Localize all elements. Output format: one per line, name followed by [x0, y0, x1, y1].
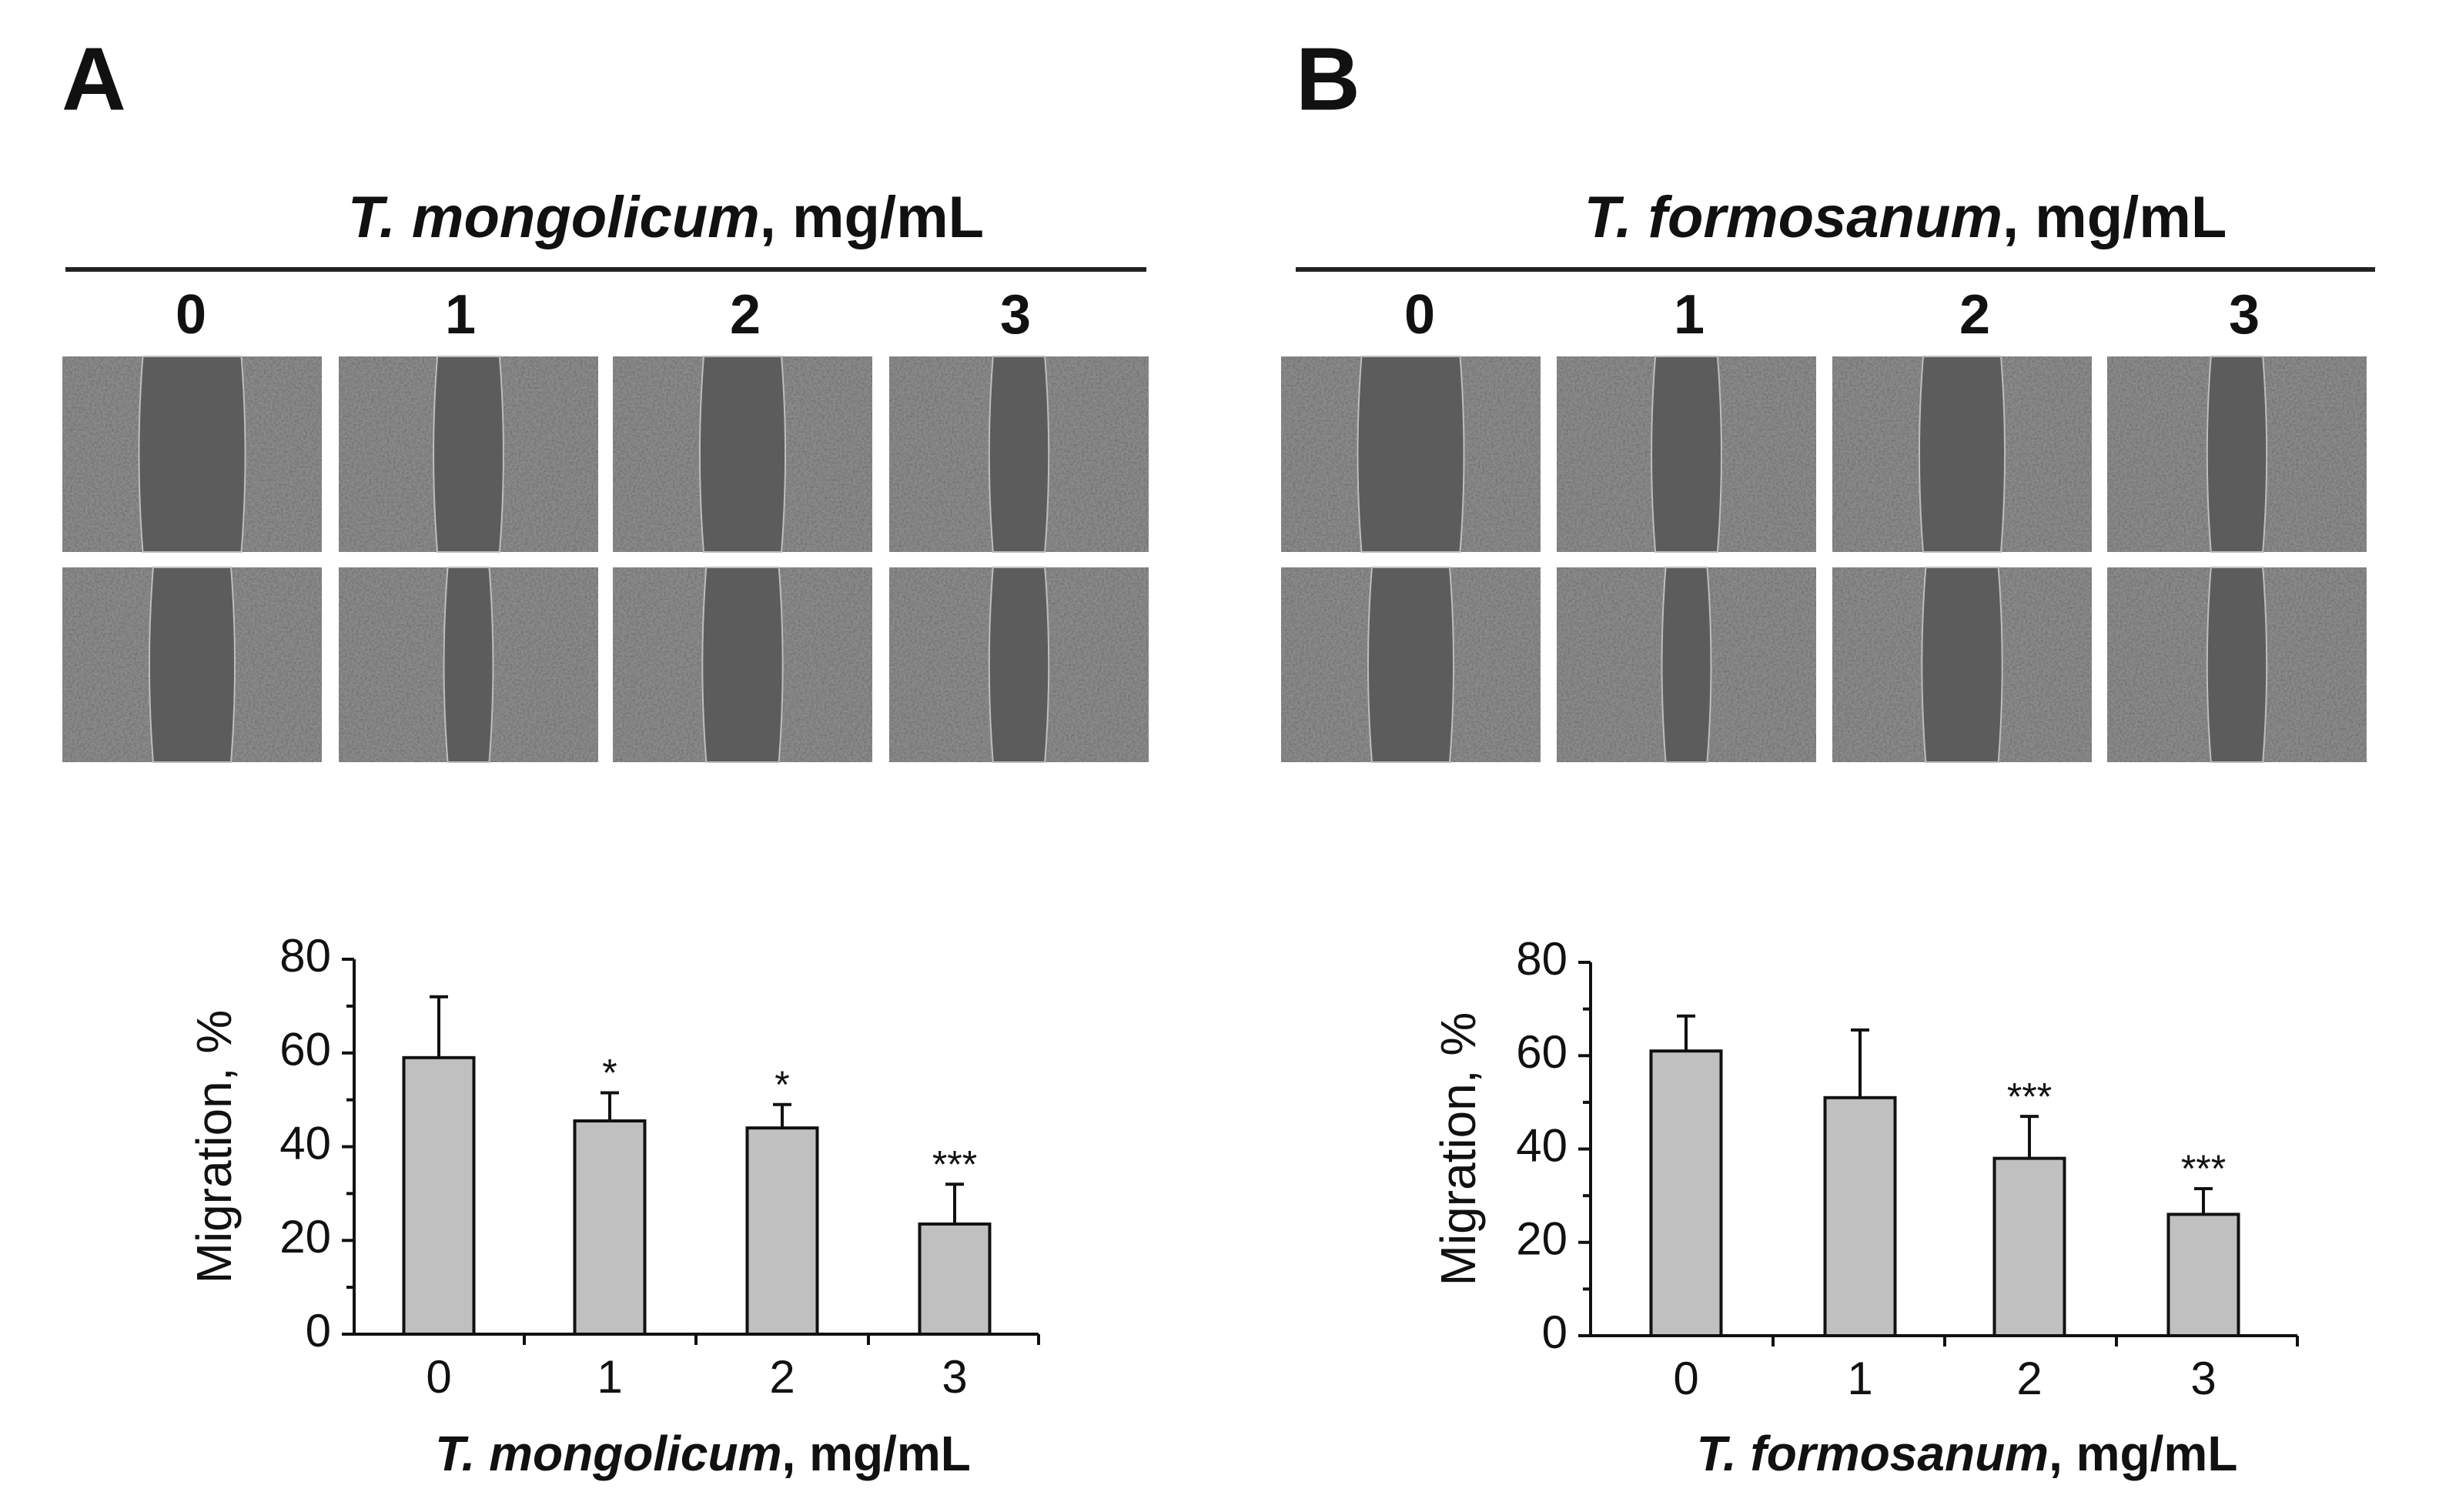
panel-label: A: [62, 29, 126, 129]
column-label: 1: [1674, 284, 1705, 346]
x-tick-label: 0: [1673, 1353, 1698, 1404]
y-tick-label: 0: [1542, 1306, 1567, 1358]
y-tick-label: 80: [279, 930, 331, 982]
bar: [2166, 1213, 2240, 1337]
bar: [573, 1119, 647, 1336]
x-tick-label: 0: [426, 1351, 451, 1403]
significance: *: [775, 1063, 789, 1106]
bar: [1823, 1096, 1897, 1337]
italic-label: T. mongolicum, mg/mL: [435, 1426, 971, 1481]
y-tick-label: 0: [306, 1305, 331, 1356]
x-tick-label: 1: [1847, 1353, 1872, 1404]
y-tick-label: 60: [1516, 1026, 1567, 1078]
column-label: 3: [2229, 284, 2260, 346]
unit: , mg/mL: [2002, 185, 2227, 250]
panel-label: B: [1296, 29, 1360, 129]
column-label: 1: [445, 284, 476, 346]
x-tick-label: 2: [2016, 1353, 2042, 1404]
wound-gap: [701, 567, 784, 763]
species: T. mongolicum: [348, 185, 760, 250]
y-tick-label: 80: [1516, 933, 1567, 985]
wound-gap: [1661, 567, 1712, 763]
bar: [402, 1055, 476, 1336]
y-tick-label: 60: [279, 1024, 331, 1075]
column-label: 2: [730, 284, 761, 346]
wound-gap: [433, 356, 504, 553]
significance: ***: [932, 1142, 977, 1186]
species: T. mongolicum: [435, 1426, 781, 1481]
x-tick-label: 3: [2190, 1353, 2216, 1404]
wound-gap: [1918, 356, 2006, 553]
wound-gap: [443, 567, 494, 763]
significance: *: [602, 1052, 617, 1095]
x-tick-label: 3: [942, 1351, 967, 1403]
column-label: 0: [176, 284, 206, 346]
y-tick-label: 20: [279, 1211, 331, 1263]
italic-label: T. mongolicum, mg/mL: [348, 185, 984, 250]
species: T. formosanum: [1697, 1426, 2049, 1481]
wound-gap: [1357, 356, 1465, 553]
unit: , mg/mL: [782, 1426, 971, 1481]
y-axis-label: Migration, %: [186, 1010, 242, 1284]
y-tick-label: 40: [279, 1117, 331, 1169]
bar: [1992, 1156, 2066, 1337]
column-label: 0: [1404, 284, 1435, 346]
wound-gap: [1921, 567, 2003, 763]
unit: , mg/mL: [2049, 1426, 2237, 1481]
bar: [1649, 1049, 1723, 1337]
unit: , mg/mL: [760, 185, 984, 250]
x-tick-label: 2: [769, 1351, 795, 1403]
x-tick-label: 1: [597, 1351, 622, 1403]
italic-label: T. formosanum, mg/mL: [1584, 185, 2227, 250]
wound-gap: [2206, 567, 2268, 763]
wound-gap: [1651, 356, 1722, 553]
species: T. formosanum: [1584, 185, 2002, 250]
y-axis-label: Migration, %: [1430, 1012, 1486, 1286]
significance: ***: [2007, 1075, 2052, 1118]
column-label: 2: [1959, 284, 1990, 346]
bar: [745, 1126, 819, 1336]
wound-gap: [698, 356, 787, 553]
wound-gap: [2206, 356, 2268, 553]
wound-gap: [988, 567, 1050, 763]
wound-gap: [988, 356, 1050, 553]
wound-gap: [1367, 567, 1455, 763]
y-tick-label: 20: [1516, 1213, 1567, 1265]
y-tick-label: 40: [1516, 1119, 1567, 1171]
column-label: 3: [1000, 284, 1031, 346]
significance: ***: [2181, 1147, 2226, 1190]
italic-label: T. formosanum, mg/mL: [1697, 1426, 2238, 1481]
bar: [918, 1222, 992, 1336]
wound-gap: [148, 567, 236, 763]
wound-gap: [138, 356, 246, 553]
